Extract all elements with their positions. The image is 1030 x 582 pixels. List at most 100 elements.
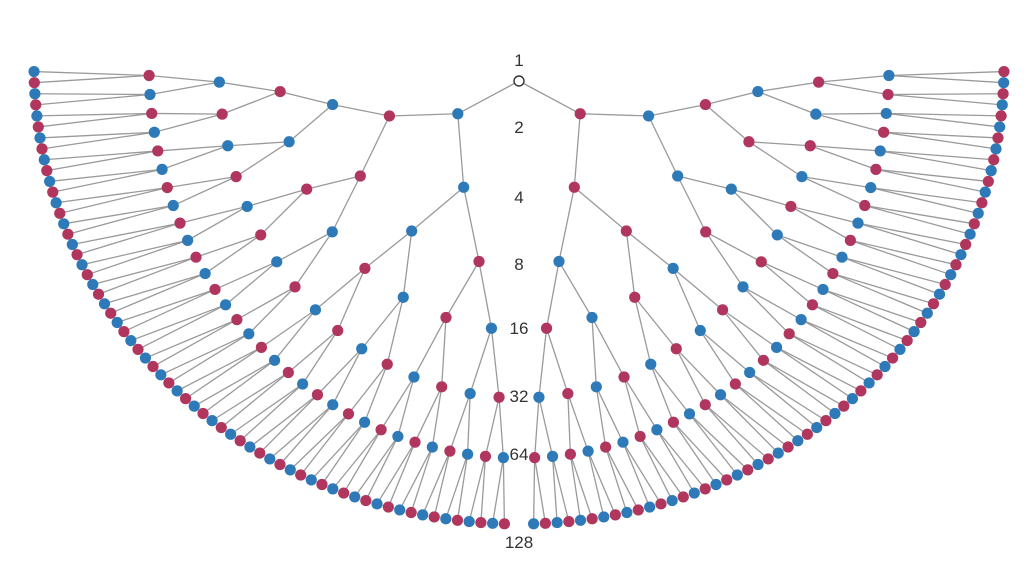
tree-edge [35, 93, 151, 106]
pink-node [540, 322, 553, 334]
tree-edge [332, 429, 382, 490]
blue-node [744, 366, 756, 379]
tree-edge [647, 115, 679, 177]
tree-edge [414, 386, 443, 443]
tree-edge [157, 145, 228, 152]
tree-edge [809, 145, 877, 170]
tree-edge [498, 397, 505, 458]
pink-node [997, 88, 1009, 100]
tree-edge [573, 186, 627, 232]
blue-node [621, 506, 633, 519]
blue-node [50, 197, 62, 209]
blue-node [326, 98, 339, 111]
tree-edge [34, 93, 150, 96]
blue-node [817, 283, 829, 296]
pink-node [785, 200, 797, 213]
tree-edge [52, 168, 163, 193]
blue-node [452, 108, 464, 120]
tree-edge [491, 457, 505, 524]
tree-edge [551, 456, 558, 523]
pink-node [179, 393, 192, 405]
tree-edge [363, 364, 388, 423]
pink-node [995, 110, 1007, 122]
blue-node [148, 126, 160, 138]
blue-node [29, 88, 41, 100]
blue-node [672, 170, 684, 182]
tree-edge [289, 413, 349, 471]
pink-node [755, 256, 767, 268]
tree-edge [300, 413, 349, 476]
blue-node [87, 278, 99, 291]
blue-node [710, 478, 722, 491]
tree-edge [888, 74, 1004, 84]
blue-node [297, 378, 309, 390]
tree-edge [387, 441, 416, 508]
blue-node [394, 504, 406, 516]
pink-node [871, 369, 883, 381]
tree-edge [397, 376, 415, 437]
pink-node [813, 76, 825, 88]
blue-node [533, 391, 545, 403]
pink-node [927, 298, 940, 310]
blue-node [829, 407, 841, 420]
tree-edge [294, 231, 333, 288]
blue-node [241, 200, 253, 213]
pink-node [190, 251, 202, 263]
tree-edge [532, 457, 536, 524]
blue-node [327, 399, 339, 411]
tree-edge [484, 397, 500, 457]
tree-edge [875, 168, 989, 183]
level-label-2: 2 [514, 118, 523, 137]
tree-edge [361, 296, 404, 350]
tree-edge [72, 222, 181, 246]
pink-node [882, 88, 894, 101]
blue-node [371, 498, 383, 510]
pink-node [670, 343, 682, 355]
tree-edge [832, 272, 928, 314]
pink-node [301, 183, 313, 195]
pink-node [806, 299, 819, 311]
blue-node [642, 110, 655, 122]
tree-edge [639, 436, 684, 498]
pink-node [152, 145, 164, 157]
tree-edge [490, 328, 500, 398]
tree-edge [864, 204, 971, 235]
pink-node [105, 307, 117, 319]
blue-node [964, 228, 976, 240]
pink-node [132, 343, 144, 356]
pink-node [804, 140, 816, 152]
tree-edge [864, 204, 975, 225]
tree-edge [749, 371, 827, 422]
tree-edge [230, 383, 304, 435]
pink-node [174, 217, 186, 229]
tree-edge [204, 234, 262, 275]
blue-node [880, 107, 892, 120]
tree-edge [656, 429, 695, 494]
tree-edge [672, 421, 717, 485]
blue-node [417, 509, 429, 521]
tree-edge [431, 386, 443, 448]
pink-node [886, 352, 899, 364]
pink-node [950, 259, 962, 271]
blue-node [879, 360, 891, 373]
pink-node [700, 226, 712, 238]
tree-edge [411, 186, 465, 232]
tree-edge [587, 450, 616, 516]
pink-node [436, 381, 448, 393]
pink-node [81, 269, 93, 281]
blue-node [356, 343, 368, 355]
tree-edge [185, 346, 262, 400]
blue-node [359, 416, 371, 428]
pink-node [428, 511, 440, 523]
tree-edge [730, 188, 778, 236]
blue-node [485, 322, 498, 334]
blue-node [990, 143, 1002, 155]
tree-edge [480, 456, 487, 523]
pink-node [409, 436, 421, 448]
tree-edge [225, 261, 278, 306]
pink-node [354, 170, 366, 182]
tree-edge [533, 457, 547, 524]
tree-edge [870, 186, 979, 214]
blue-node [771, 229, 783, 241]
pink-node [359, 262, 371, 274]
